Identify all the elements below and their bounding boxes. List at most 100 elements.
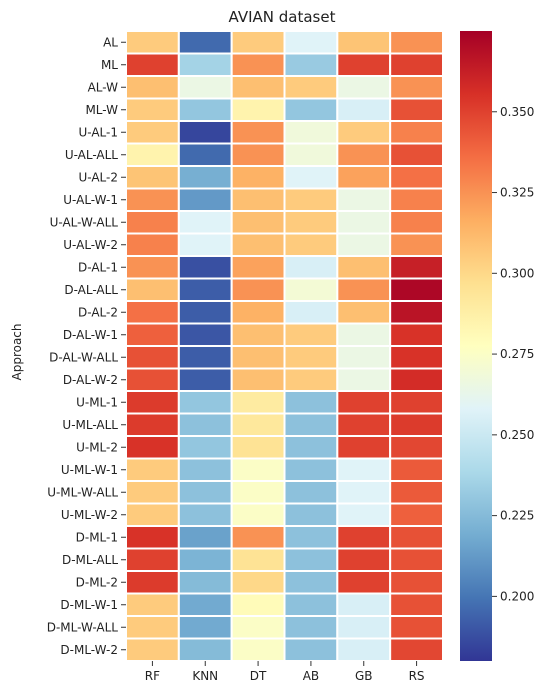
heatmap-cell [283, 570, 339, 595]
heatmap-cell [336, 637, 392, 662]
heatmap-cell [336, 322, 392, 347]
column-label: RS [409, 669, 425, 683]
heatmap-cell [283, 412, 339, 437]
heatmap-cell [230, 300, 286, 325]
row-label: D-ML-W-ALL [47, 620, 119, 634]
heatmap-cell [389, 457, 444, 482]
heatmap-cell [177, 502, 233, 527]
heatmap-cell [283, 435, 339, 460]
heatmap-cell [389, 300, 444, 325]
heatmap-cell [336, 210, 392, 235]
heatmap-cell [389, 210, 444, 235]
heatmap-cell [177, 97, 233, 122]
heatmap-cell [230, 232, 286, 257]
heatmap-cell [336, 390, 392, 415]
heatmap-cell [177, 435, 233, 460]
heatmap-cell [389, 30, 444, 55]
heatmap-cell [230, 525, 286, 550]
heatmap-cell [125, 277, 180, 302]
heatmap-cell [283, 277, 339, 302]
row-label: U-ML-ALL [62, 418, 118, 432]
row-label: U-AL-W-ALL [50, 215, 119, 229]
heatmap-cell [230, 615, 286, 640]
heatmap-cell [125, 592, 180, 617]
heatmap-cell [177, 187, 233, 212]
heatmap-cell [230, 367, 286, 392]
heatmap-cell [283, 525, 339, 550]
heatmap-cell [125, 322, 180, 347]
heatmap-cell [336, 502, 392, 527]
heatmap-cell [389, 165, 444, 190]
heatmap-cell [230, 142, 286, 167]
colorbar-tick-label: 0.250 [500, 428, 534, 442]
heatmap-cell [177, 165, 233, 190]
column-label: KNN [192, 669, 218, 683]
heatmap-cell [177, 120, 233, 145]
heatmap-cell [389, 255, 444, 280]
heatmap-cell [230, 547, 286, 572]
heatmap-cell [177, 210, 233, 235]
row-label: U-AL-W-2 [63, 238, 118, 252]
heatmap-cell [177, 322, 233, 347]
row-label: D-ML-ALL [62, 553, 118, 567]
row-label: ML [101, 58, 118, 72]
colorbar-gradient [460, 31, 492, 661]
heatmap-cell [336, 187, 392, 212]
heatmap-cell [389, 367, 444, 392]
heatmap-cell [389, 142, 444, 167]
heatmap-cell [230, 480, 286, 505]
heatmap-cell [177, 390, 233, 415]
heatmap-cell [336, 592, 392, 617]
heatmap-cell [230, 592, 286, 617]
heatmap-cell [336, 615, 392, 640]
heatmap-cell [177, 525, 233, 550]
heatmap-cell [230, 210, 286, 235]
heatmap-cell [177, 75, 233, 100]
heatmap-cell [283, 592, 339, 617]
heatmap-cell [389, 232, 444, 257]
heatmap-cell [389, 435, 444, 460]
heatmap-cell [177, 480, 233, 505]
row-labels: AL ML AL-W ML-W U-AL-1 U-AL-ALL U-AL-2 U-AL-W-1… [47, 35, 126, 657]
heatmap-cell [230, 412, 286, 437]
heatmap-cell [125, 367, 180, 392]
heatmap-cell [283, 390, 339, 415]
heatmap-cell [336, 277, 392, 302]
heatmap-cell [389, 412, 444, 437]
heatmap-cell [125, 97, 180, 122]
heatmap-cell [389, 390, 444, 415]
heatmap-cell [283, 75, 339, 100]
heatmap-cell [283, 97, 339, 122]
heatmap-cell [230, 277, 286, 302]
column-labels: RF KNN DT AB GB RS [145, 661, 425, 683]
heatmap-cell [125, 457, 180, 482]
heatmap-cell [336, 435, 392, 460]
heatmap-cell [230, 345, 286, 370]
heatmap-cell [389, 525, 444, 550]
heatmap-cell [230, 637, 286, 662]
heatmap-cell [389, 322, 444, 347]
heatmap-cell [336, 75, 392, 100]
heatmap-cell [230, 52, 286, 77]
heatmap-cell [389, 75, 444, 100]
heatmap-cell [125, 412, 180, 437]
heatmap-cell [389, 615, 444, 640]
heatmap-cell [336, 255, 392, 280]
heatmap-cell [336, 547, 392, 572]
y-axis-label: Approach [10, 323, 24, 380]
row-label: U-AL-W-1 [63, 193, 118, 207]
heatmap-cell [336, 367, 392, 392]
heatmap-cell [389, 120, 444, 145]
row-label: AL [103, 35, 118, 49]
heatmap-cell [389, 637, 444, 662]
chart-title: AVIAN dataset [229, 8, 336, 26]
heatmap-cell [336, 165, 392, 190]
heatmap-cell [283, 637, 339, 662]
heatmap-cell [283, 615, 339, 640]
heatmap-cell [283, 142, 339, 167]
heatmap-cell [336, 52, 392, 77]
heatmap-cell [125, 210, 180, 235]
heatmap-cell [177, 570, 233, 595]
heatmap-cell [125, 120, 180, 145]
